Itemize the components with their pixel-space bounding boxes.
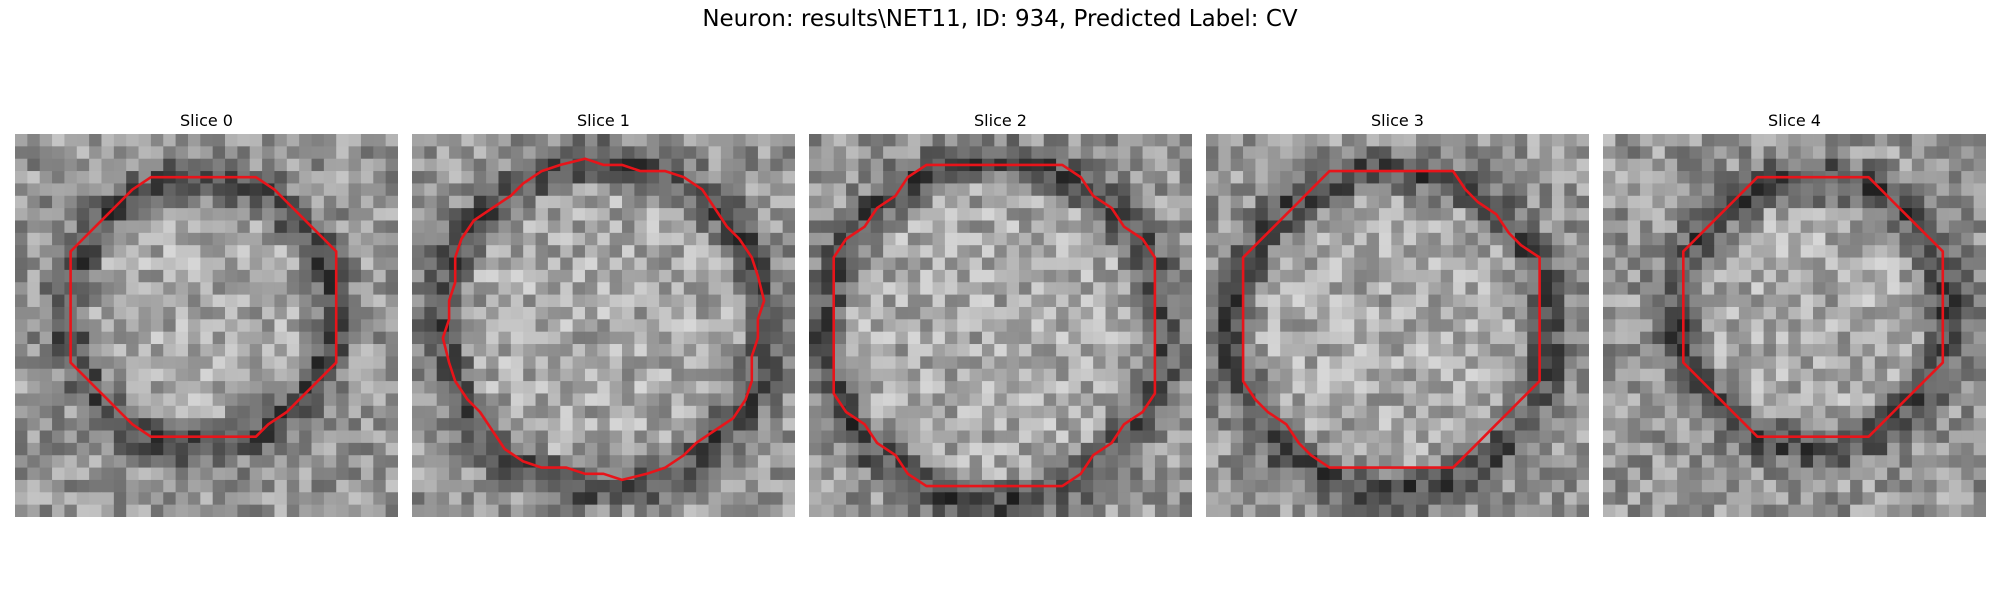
slice-title-2: Slice 2 bbox=[974, 111, 1027, 130]
figure-title: Neuron: results\NET11, ID: 934, Predicte… bbox=[702, 6, 1298, 32]
slice-image-3 bbox=[1206, 134, 1589, 517]
slice-title-3: Slice 3 bbox=[1371, 111, 1424, 130]
slice-title-1: Slice 1 bbox=[577, 111, 630, 130]
slice-panel-1: Slice 1 bbox=[412, 108, 795, 517]
contour-outline-2 bbox=[832, 163, 1157, 488]
slice-image-1 bbox=[412, 134, 795, 517]
slice-image-2 bbox=[809, 134, 1192, 517]
slice-title-4: Slice 4 bbox=[1768, 111, 1821, 130]
slice-image-0 bbox=[15, 134, 398, 517]
contour-outline-1 bbox=[441, 157, 766, 482]
contour-outline-3 bbox=[1241, 169, 1541, 469]
slice-panel-3: Slice 3 bbox=[1206, 108, 1589, 517]
contour-outline-4 bbox=[1682, 175, 1945, 439]
slice-image-4 bbox=[1603, 134, 1986, 517]
slice-title-0: Slice 0 bbox=[180, 111, 233, 130]
contour-outline-0 bbox=[69, 175, 338, 439]
slice-panel-0: Slice 0 bbox=[15, 108, 398, 517]
slice-panel-2: Slice 2 bbox=[809, 108, 1192, 517]
slice-panel-4: Slice 4 bbox=[1603, 108, 1986, 517]
